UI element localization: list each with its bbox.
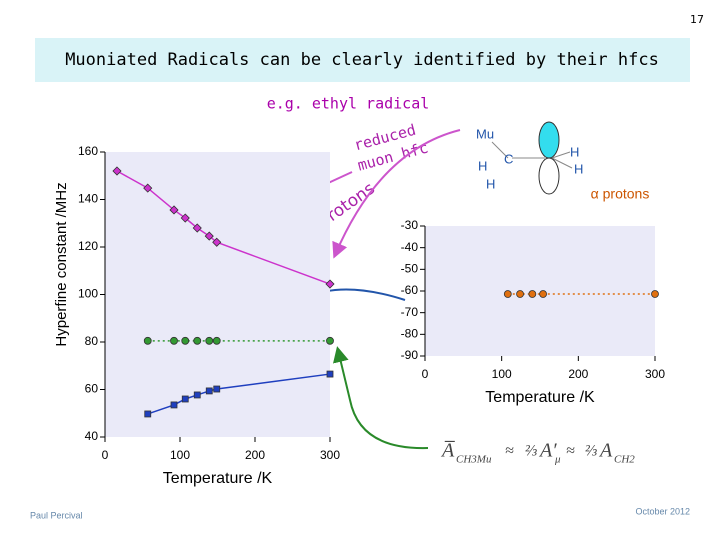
y-tick-label: 160: [78, 144, 98, 158]
bond: [491, 141, 509, 159]
atom-label: H: [570, 144, 579, 159]
formula-part: μ: [554, 454, 561, 466]
orbital-lobe: [538, 121, 560, 159]
formula-part: ⅔: [585, 443, 597, 460]
arrow: [332, 129, 461, 259]
atom-label: H: [486, 176, 495, 191]
atom-label: H: [478, 158, 487, 173]
plot-area: [105, 152, 330, 437]
bond: [551, 157, 573, 169]
data-point: [143, 183, 153, 193]
molecule: Mu H C H H H: [476, 121, 583, 195]
data-point: [181, 336, 190, 345]
formula-part: ≈: [566, 443, 575, 460]
page-number: 17: [690, 13, 704, 26]
data-point: [170, 401, 178, 409]
data-point: [326, 336, 334, 345]
data-point: [204, 231, 214, 241]
orbital-lobe: [538, 157, 560, 195]
y-tick-label: 40: [85, 429, 99, 443]
formula: A̅ CH3Mu ≈ ⅔ A′ μ ≈ ⅔ A CH2: [440, 440, 635, 466]
data-point: [169, 205, 179, 215]
y-axis-label: Hyperfine constant /MHz: [53, 182, 70, 346]
annotation: α protons: [591, 186, 650, 202]
x-tick-label: 100: [492, 367, 512, 381]
author: Paul Percival: [30, 510, 83, 520]
x-axis-label: Temperature /K: [485, 389, 595, 406]
formula-part: A′: [538, 440, 557, 462]
data-point: [170, 336, 178, 345]
data-point: [539, 290, 547, 298]
data-point: [205, 336, 214, 345]
y-tick-label: -60: [401, 283, 419, 297]
title-box: [35, 38, 690, 82]
data-point: [503, 290, 512, 298]
x-tick-label: 200: [245, 448, 265, 462]
x-tick-label: 300: [320, 448, 340, 462]
subtitle: e.g. ethyl radical: [267, 95, 430, 113]
y-tick-label: -40: [401, 240, 419, 254]
x-tick-label: 200: [568, 367, 588, 381]
formula-part: ≈: [505, 443, 514, 460]
x-axis-label: Temperature /K: [163, 470, 273, 487]
y-tick-label: 140: [78, 192, 98, 206]
formula-part: ⅔: [525, 443, 537, 460]
x-tick-label: 300: [645, 367, 665, 381]
formula-part: A̅: [440, 440, 456, 462]
atom-label: C: [504, 151, 513, 166]
y-tick-label: 100: [78, 287, 98, 301]
data-point: [181, 395, 189, 403]
data-point: [205, 387, 213, 395]
date: October 2012: [635, 506, 690, 516]
y-tick-label: -80: [401, 327, 419, 341]
data-point: [180, 213, 190, 223]
y-tick-label: -70: [401, 305, 419, 319]
y-tick-label: -50: [401, 262, 419, 276]
arrow: [333, 346, 429, 450]
plot-area: [425, 226, 655, 356]
atom-label: Mu: [476, 126, 494, 141]
slide-title: Muoniated Radicals can be clearly identi…: [65, 50, 659, 70]
y-tick-label: -90: [401, 348, 419, 362]
y-tick-label: -30: [401, 218, 419, 232]
data-point: [651, 290, 659, 298]
x-tick-label: 100: [170, 448, 190, 462]
y-tick-label: 80: [85, 334, 99, 348]
data-point: [325, 279, 335, 289]
x-tick-label: 0: [422, 367, 429, 381]
formula-part: CH2: [614, 454, 635, 466]
data-point: [212, 237, 222, 247]
bond: [551, 151, 571, 159]
data-point: [193, 391, 201, 399]
formula-part: CH3Mu: [456, 454, 492, 466]
data-point: [326, 370, 334, 378]
formula-part: A: [598, 440, 613, 462]
x-tick-label: 0: [102, 448, 109, 462]
data-point: [192, 223, 202, 233]
data-point: [143, 336, 152, 345]
data-point: [212, 336, 221, 345]
data-point: [213, 385, 221, 393]
data-point: [528, 290, 537, 298]
data-point: [193, 336, 202, 345]
y-tick-label: 60: [85, 382, 99, 396]
data-point: [516, 290, 524, 298]
data-point: [112, 166, 122, 176]
atom-label: H: [574, 161, 583, 176]
y-tick-label: 120: [78, 239, 98, 253]
data-point: [144, 410, 152, 418]
